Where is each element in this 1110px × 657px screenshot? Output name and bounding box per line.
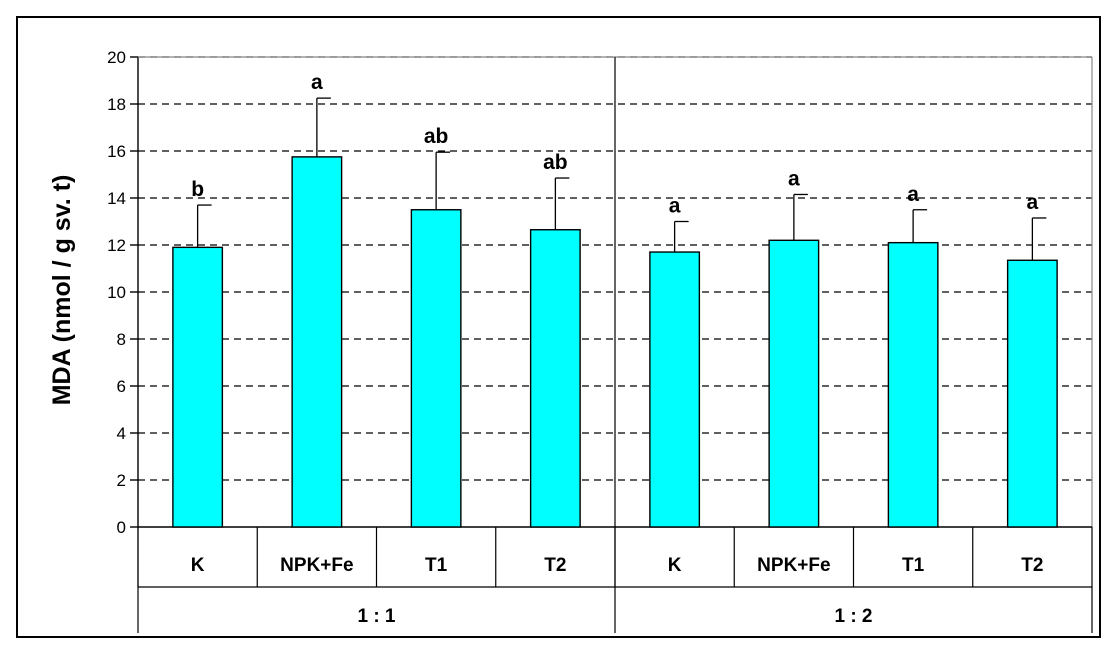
y-axis-label: MDA (nmol / g sv. t)	[48, 175, 76, 406]
bar	[529, 229, 581, 528]
y-tick-label: 0	[117, 518, 126, 537]
category-label: K	[191, 555, 205, 576]
significance-label: a	[1027, 191, 1039, 214]
significance-label: a	[669, 195, 681, 218]
bar	[887, 241, 939, 528]
significance-label: ab	[543, 151, 568, 174]
y-tick-label: 10	[107, 283, 126, 302]
bar	[768, 239, 820, 528]
y-tick-label: 16	[107, 142, 126, 161]
axis-layer: 0 2 4 6 8 10 12 14 16 18 20	[107, 48, 1093, 633]
y-tick-label: 12	[107, 236, 126, 255]
bar	[649, 251, 701, 528]
group-label: 1 : 1	[357, 606, 395, 627]
label-layer: b Ka NPK+Fe ab T1 ab T2 1 : 1 a Ka NPK+Fe a T1 a T2 1 :…	[191, 71, 1044, 627]
y-tick-label: 18	[107, 95, 126, 114]
significance-label: ab	[424, 125, 449, 148]
bar	[410, 209, 462, 528]
y-tick-label: 20	[107, 48, 126, 67]
category-label: T2	[1021, 555, 1043, 576]
category-label: K	[668, 555, 682, 576]
y-tick-label: 4	[117, 424, 126, 443]
group-label: 1 : 2	[834, 606, 872, 627]
significance-label: b	[191, 178, 204, 201]
y-tick-label: 8	[117, 330, 126, 349]
category-label: T2	[544, 555, 566, 576]
significance-label: a	[311, 71, 323, 94]
category-label: NPK+Fe	[280, 555, 353, 576]
bar-layer	[172, 97, 1058, 528]
y-tick-label: 14	[107, 189, 126, 208]
category-label: NPK+Fe	[757, 555, 830, 576]
bar	[172, 246, 224, 528]
bar	[1006, 259, 1058, 528]
y-tick-label: 6	[117, 377, 126, 396]
category-label: T1	[902, 555, 925, 576]
significance-label: a	[907, 183, 919, 206]
bar	[291, 156, 343, 528]
y-tick-label: 2	[117, 471, 126, 490]
category-label: T1	[425, 555, 448, 576]
significance-label: a	[788, 167, 800, 190]
